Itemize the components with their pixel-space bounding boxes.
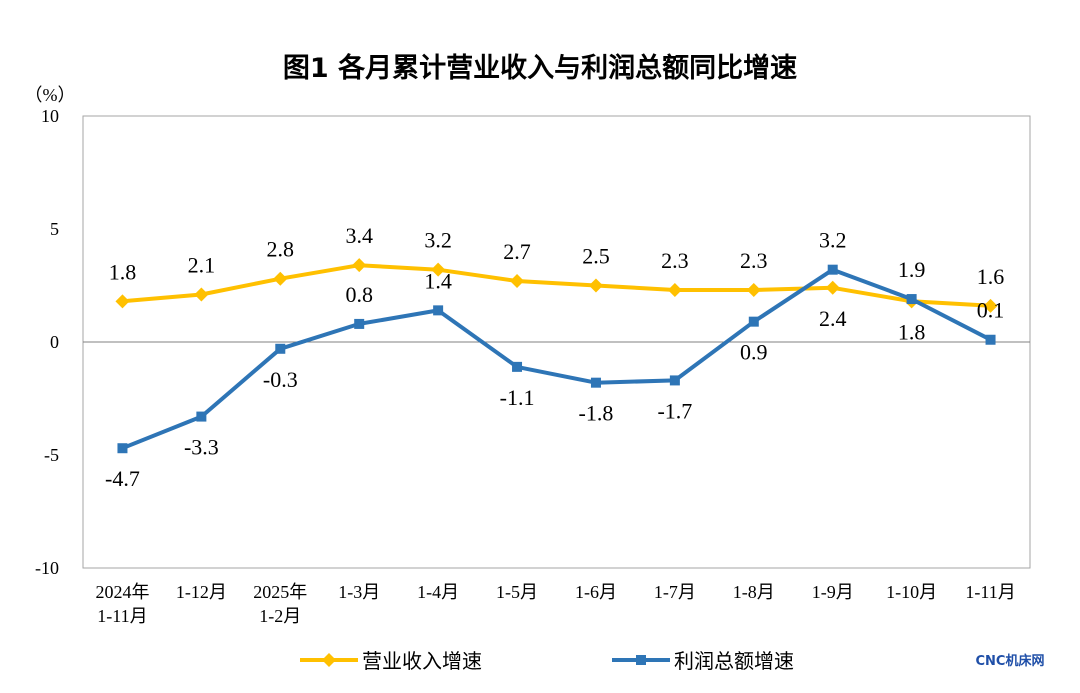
x-tick-label: 2024年 1-11月 bbox=[95, 582, 149, 626]
profit-data-label: -4.7 bbox=[105, 466, 140, 491]
revenue-data-label: 1.8 bbox=[109, 259, 137, 284]
y-tick-label: -10 bbox=[35, 558, 59, 578]
profit-point bbox=[985, 334, 996, 345]
y-tick-label: 0 bbox=[50, 332, 59, 352]
x-tick-label: 2025年 1-2月 bbox=[253, 582, 307, 626]
revenue-data-label: 1.6 bbox=[977, 264, 1005, 289]
revenue-data-label: 2.5 bbox=[582, 244, 610, 269]
revenue-point bbox=[273, 271, 288, 286]
revenue-point bbox=[983, 298, 998, 313]
legend-revenue-label: 营业收入增速 bbox=[362, 649, 482, 673]
revenue-point bbox=[431, 262, 446, 277]
profit-point bbox=[275, 343, 286, 354]
legend-revenue-marker bbox=[322, 653, 336, 667]
profit-data-label: 0.9 bbox=[740, 340, 768, 365]
revenue-data-label: 3.2 bbox=[424, 228, 452, 253]
chart-title: 图1 各月累计营业收入与利润总额同比增速 bbox=[283, 52, 797, 84]
x-tick-label: 1-11月 bbox=[965, 582, 1015, 602]
revenue-data-label: 2.8 bbox=[267, 237, 295, 262]
revenue-point bbox=[825, 280, 840, 295]
profit-point bbox=[748, 316, 759, 327]
profit-point bbox=[196, 411, 207, 422]
revenue-point bbox=[510, 273, 525, 288]
revenue-data-label: 2.7 bbox=[503, 239, 531, 264]
profit-data-label: -1.8 bbox=[579, 401, 614, 426]
x-tick-label: 1-12月 bbox=[176, 582, 227, 602]
legend-profit-marker bbox=[636, 655, 646, 665]
revenue-point bbox=[194, 287, 209, 302]
y-axis-unit: （%） bbox=[25, 85, 76, 105]
profit-data-label: -0.3 bbox=[263, 367, 298, 392]
revenue-data-label: 2.3 bbox=[740, 248, 768, 273]
y-tick-label: -5 bbox=[44, 445, 59, 465]
revenue-data-label: 3.4 bbox=[345, 223, 373, 248]
profit-data-label: 1.4 bbox=[424, 268, 452, 293]
revenue-data-label: 2.3 bbox=[661, 248, 689, 273]
revenue-point bbox=[352, 258, 367, 273]
profit-data-label: 0.1 bbox=[977, 298, 1005, 323]
revenue-point bbox=[115, 294, 130, 309]
revenue-point bbox=[746, 283, 761, 298]
profit-point bbox=[906, 294, 917, 305]
x-tick-label: 1-6月 bbox=[575, 582, 617, 602]
profit-point bbox=[669, 375, 680, 386]
x-tick-label: 1-8月 bbox=[733, 582, 775, 602]
revenue-point bbox=[588, 278, 603, 293]
revenue-data-label: 2.1 bbox=[188, 253, 216, 278]
profit-data-label: -3.3 bbox=[184, 435, 219, 460]
y-tick-label: 5 bbox=[50, 219, 59, 239]
profit-point bbox=[827, 264, 838, 275]
x-tick-label: 1-10月 bbox=[886, 582, 937, 602]
profit-data-label: -1.1 bbox=[500, 385, 535, 410]
watermark: CNC机床网 bbox=[976, 653, 1045, 669]
profit-growth-line bbox=[121, 267, 992, 451]
x-tick-label: 1-9月 bbox=[812, 582, 854, 602]
profit-data-label: 0.8 bbox=[345, 282, 373, 307]
x-tick-label: 1-3月 bbox=[338, 582, 380, 602]
revenue-point bbox=[667, 283, 682, 298]
revenue-data-label: 1.8 bbox=[898, 319, 926, 344]
revenue-data-label: 2.4 bbox=[819, 306, 847, 331]
profit-data-label: 1.9 bbox=[898, 257, 926, 282]
profit-point bbox=[117, 443, 128, 454]
revenue-growth-line bbox=[122, 263, 991, 308]
profit-point bbox=[590, 377, 601, 388]
profit-data-label: -1.7 bbox=[657, 398, 692, 423]
x-tick-label: 1-5月 bbox=[496, 582, 538, 602]
profit-point bbox=[512, 361, 523, 372]
profit-point bbox=[433, 305, 444, 316]
legend-profit-label: 利润总额增速 bbox=[674, 649, 794, 673]
y-tick-label: 10 bbox=[41, 106, 59, 126]
x-tick-label: 1-7月 bbox=[654, 582, 696, 602]
profit-point bbox=[354, 318, 365, 329]
x-tick-label: 1-4月 bbox=[417, 582, 459, 602]
profit-data-label: 3.2 bbox=[819, 228, 847, 253]
